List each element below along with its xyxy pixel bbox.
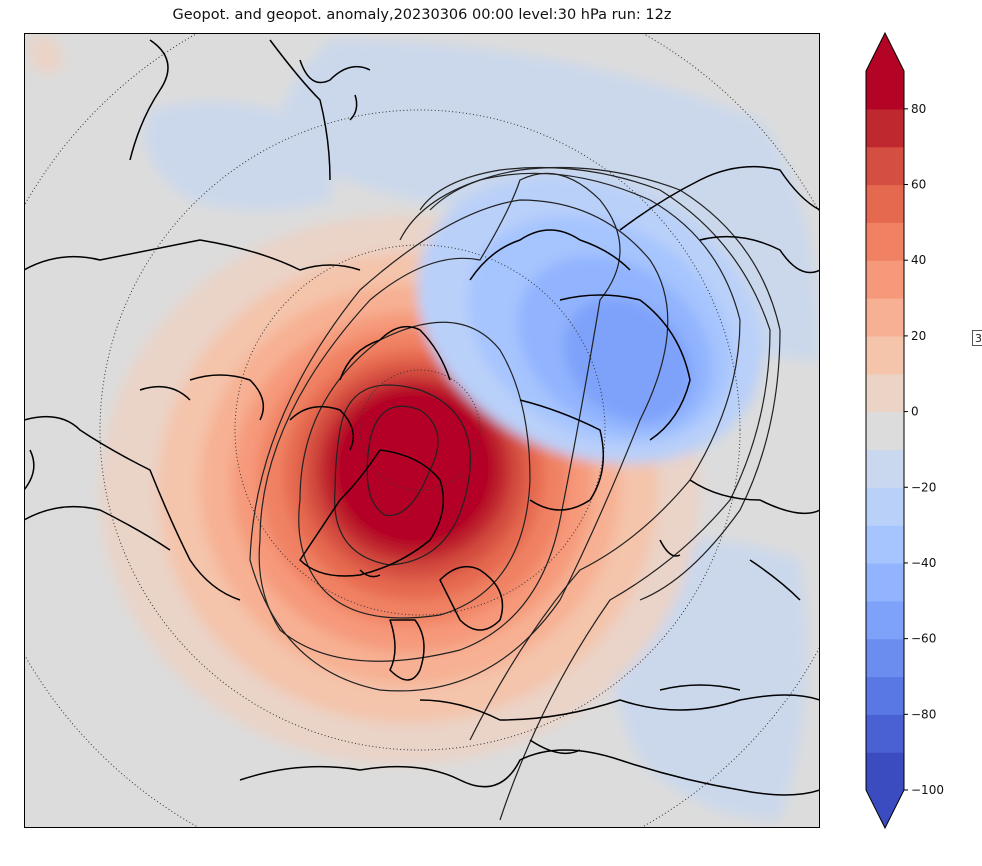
- colorbar-tick-label: −60: [911, 632, 936, 646]
- colorbar-tick-label: −100: [911, 783, 944, 797]
- colorbar-band: [866, 298, 904, 337]
- colorbar-band: [866, 714, 904, 753]
- coastlines: [24, 39, 820, 796]
- colorbar-band: [866, 108, 904, 148]
- colorbar-band: [866, 487, 904, 526]
- colorbar-band: [866, 449, 904, 488]
- latitude-circles: [24, 33, 820, 828]
- colorbar-band: [866, 373, 904, 413]
- colorbar-tick-label: 0: [911, 405, 919, 419]
- colorbar-band: [866, 411, 904, 451]
- colorbar-band: [866, 260, 904, 299]
- side-tag: 3: [972, 330, 982, 346]
- colorbar-band: [866, 752, 904, 791]
- colorbar-band: [866, 525, 904, 564]
- colorbar-tick-label: −80: [911, 707, 936, 721]
- colorbar-band: [866, 146, 904, 186]
- colorbar-tick-label: −20: [911, 480, 936, 494]
- colorbar-band: [866, 600, 904, 640]
- colorbar-band: [866, 335, 904, 375]
- geopotential-contours: [249, 166, 781, 821]
- colorbar-band: [866, 562, 904, 602]
- colorbar-bands: [866, 33, 904, 828]
- polar-stereographic-map: [24, 33, 820, 828]
- colorbar-band: [866, 184, 904, 223]
- colorbar-extend-max: [866, 33, 904, 71]
- colorbar-band: [866, 71, 904, 110]
- colorbar-ticks: 80 60 40 20 0 −20 −40 −60 −80 −100: [904, 102, 944, 797]
- colorbar-outline: [865, 31, 905, 830]
- colorbar-tick-label: −40: [911, 556, 936, 570]
- colorbar-tick-label: 40: [911, 253, 926, 267]
- colorbar-tick-label: 20: [911, 329, 926, 343]
- colorbar-band: [866, 222, 904, 261]
- anomaly-field: [30, 35, 820, 820]
- colorbar-extend-min: [866, 790, 904, 828]
- map-title: Geopot. and geopot. anomaly,20230306 00:…: [172, 7, 672, 23]
- colorbar-band: [866, 638, 904, 678]
- colorbar-tick-label: 60: [911, 178, 926, 192]
- colorbar-tick-label: 80: [911, 102, 926, 116]
- map-frame: [24, 33, 820, 828]
- colorbar-band: [866, 676, 904, 715]
